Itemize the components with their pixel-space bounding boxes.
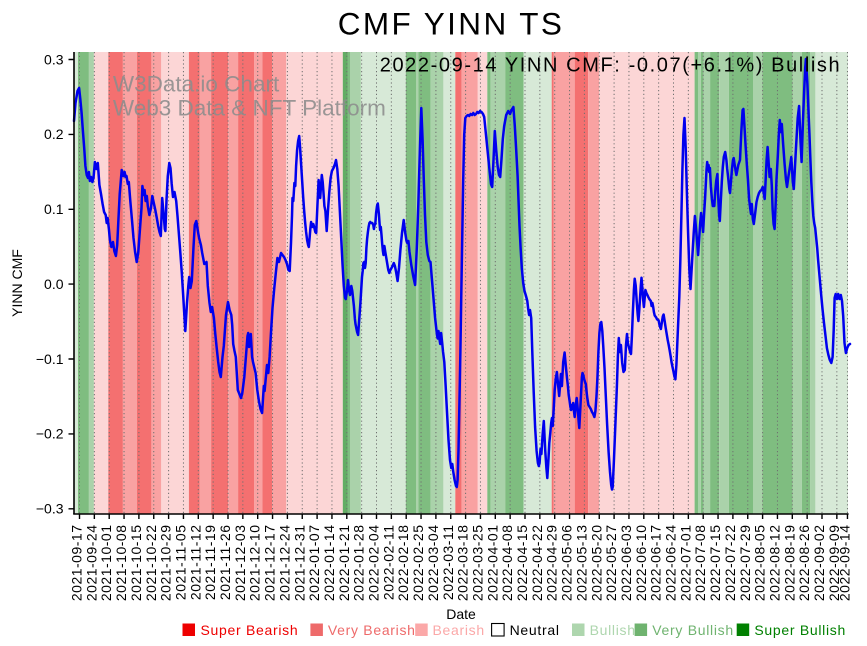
svg-text:2022-09-09: 2022-09-09 xyxy=(826,525,842,602)
svg-text:YINN CMF: YINN CMF xyxy=(9,249,25,317)
svg-text:2022-02-25: 2022-02-25 xyxy=(410,525,426,602)
svg-text:2022-02-04: 2022-02-04 xyxy=(366,525,382,602)
svg-text:2022-06-03: 2022-06-03 xyxy=(618,525,634,602)
svg-text:2022-09-14: 2022-09-14 xyxy=(836,525,852,602)
svg-text:Bullish: Bullish xyxy=(590,622,636,638)
svg-text:2022-07-08: 2022-07-08 xyxy=(692,525,708,602)
svg-text:CMF YINN TS: CMF YINN TS xyxy=(338,6,565,42)
svg-text:2022-01-28: 2022-01-28 xyxy=(351,525,367,602)
svg-text:2022-04-15: 2022-04-15 xyxy=(514,525,530,602)
svg-text:Super Bullish: Super Bullish xyxy=(754,622,846,638)
svg-text:2022-09-02: 2022-09-02 xyxy=(811,525,827,602)
svg-text:2022-08-26: 2022-08-26 xyxy=(796,525,812,602)
svg-text:Bearish: Bearish xyxy=(433,622,485,638)
svg-text:Date: Date xyxy=(446,606,476,622)
svg-text:2022-04-22: 2022-04-22 xyxy=(529,525,545,602)
svg-text:2022-07-29: 2022-07-29 xyxy=(737,525,753,602)
svg-text:2022-01-14: 2022-01-14 xyxy=(321,525,337,602)
svg-text:2021-12-31: 2021-12-31 xyxy=(291,525,307,602)
svg-text:2022-03-11: 2022-03-11 xyxy=(440,525,456,601)
svg-text:2021-11-12: 2021-11-12 xyxy=(187,525,203,601)
svg-text:2022-02-11: 2022-02-11 xyxy=(380,525,396,601)
svg-text:2021-10-01: 2021-10-01 xyxy=(98,525,114,602)
svg-text:2022-06-24: 2022-06-24 xyxy=(663,525,679,602)
svg-text:2021-12-10: 2021-12-10 xyxy=(247,525,263,602)
svg-text:2022-03-04: 2022-03-04 xyxy=(425,525,441,602)
svg-text:2021-10-15: 2021-10-15 xyxy=(128,525,144,602)
svg-text:2022-07-01: 2022-07-01 xyxy=(677,525,693,602)
svg-text:2021-11-05: 2021-11-05 xyxy=(172,525,188,601)
svg-text:0.1: 0.1 xyxy=(44,201,64,217)
svg-text:2022-02-18: 2022-02-18 xyxy=(395,525,411,602)
svg-text:−0.3: −0.3 xyxy=(36,501,64,517)
svg-text:Super Bearish: Super Bearish xyxy=(201,622,299,638)
svg-text:2021-12-24: 2021-12-24 xyxy=(276,525,292,602)
svg-text:2022-07-15: 2022-07-15 xyxy=(707,525,723,602)
svg-text:2021-09-17: 2021-09-17 xyxy=(69,525,85,602)
svg-text:2022-04-01: 2022-04-01 xyxy=(484,525,500,602)
svg-text:2021-12-03: 2021-12-03 xyxy=(232,525,248,602)
svg-text:−0.2: −0.2 xyxy=(36,426,64,442)
svg-text:0.3: 0.3 xyxy=(44,51,64,67)
svg-text:2021-09-24: 2021-09-24 xyxy=(83,525,99,602)
svg-text:Very Bullish: Very Bullish xyxy=(652,622,734,638)
svg-text:2022-04-29: 2022-04-29 xyxy=(544,525,560,602)
svg-text:2022-05-06: 2022-05-06 xyxy=(559,525,575,602)
svg-text:0.2: 0.2 xyxy=(44,126,64,142)
svg-text:2022-09-14 YINN CMF: -0.07(+6.: 2022-09-14 YINN CMF: -0.07(+6.1%) Bullis… xyxy=(380,55,842,77)
svg-text:2022-07-22: 2022-07-22 xyxy=(722,525,738,602)
svg-text:2022-03-25: 2022-03-25 xyxy=(469,525,485,602)
svg-text:2021-11-19: 2021-11-19 xyxy=(202,525,218,601)
svg-text:2022-08-12: 2022-08-12 xyxy=(766,525,782,602)
svg-text:2022-08-05: 2022-08-05 xyxy=(752,525,768,602)
svg-text:2022-01-07: 2022-01-07 xyxy=(306,525,322,602)
svg-text:2021-11-26: 2021-11-26 xyxy=(217,525,233,601)
svg-text:2021-10-22: 2021-10-22 xyxy=(143,525,159,602)
svg-text:2021-10-08: 2021-10-08 xyxy=(113,525,129,602)
svg-text:2022-06-10: 2022-06-10 xyxy=(633,525,649,602)
svg-text:2022-04-08: 2022-04-08 xyxy=(499,525,515,602)
svg-text:2022-05-13: 2022-05-13 xyxy=(573,525,589,602)
svg-text:2022-06-17: 2022-06-17 xyxy=(648,525,664,602)
svg-text:2022-01-21: 2022-01-21 xyxy=(336,525,352,602)
svg-text:Web3 Data & NFT Platform: Web3 Data & NFT Platform xyxy=(113,96,386,121)
svg-text:−0.1: −0.1 xyxy=(36,351,64,367)
svg-text:2022-05-27: 2022-05-27 xyxy=(603,525,619,602)
svg-text:Very Bearish: Very Bearish xyxy=(328,622,416,638)
svg-text:2022-03-18: 2022-03-18 xyxy=(455,525,471,602)
svg-text:2021-10-29: 2021-10-29 xyxy=(158,525,174,602)
svg-text:2022-05-20: 2022-05-20 xyxy=(588,525,604,602)
svg-text:0.0: 0.0 xyxy=(44,276,64,292)
svg-text:Neutral: Neutral xyxy=(510,622,560,638)
svg-text:2021-12-17: 2021-12-17 xyxy=(262,525,278,602)
svg-text:W3Data.io Chart: W3Data.io Chart xyxy=(113,72,280,97)
svg-text:2022-08-19: 2022-08-19 xyxy=(781,525,797,602)
